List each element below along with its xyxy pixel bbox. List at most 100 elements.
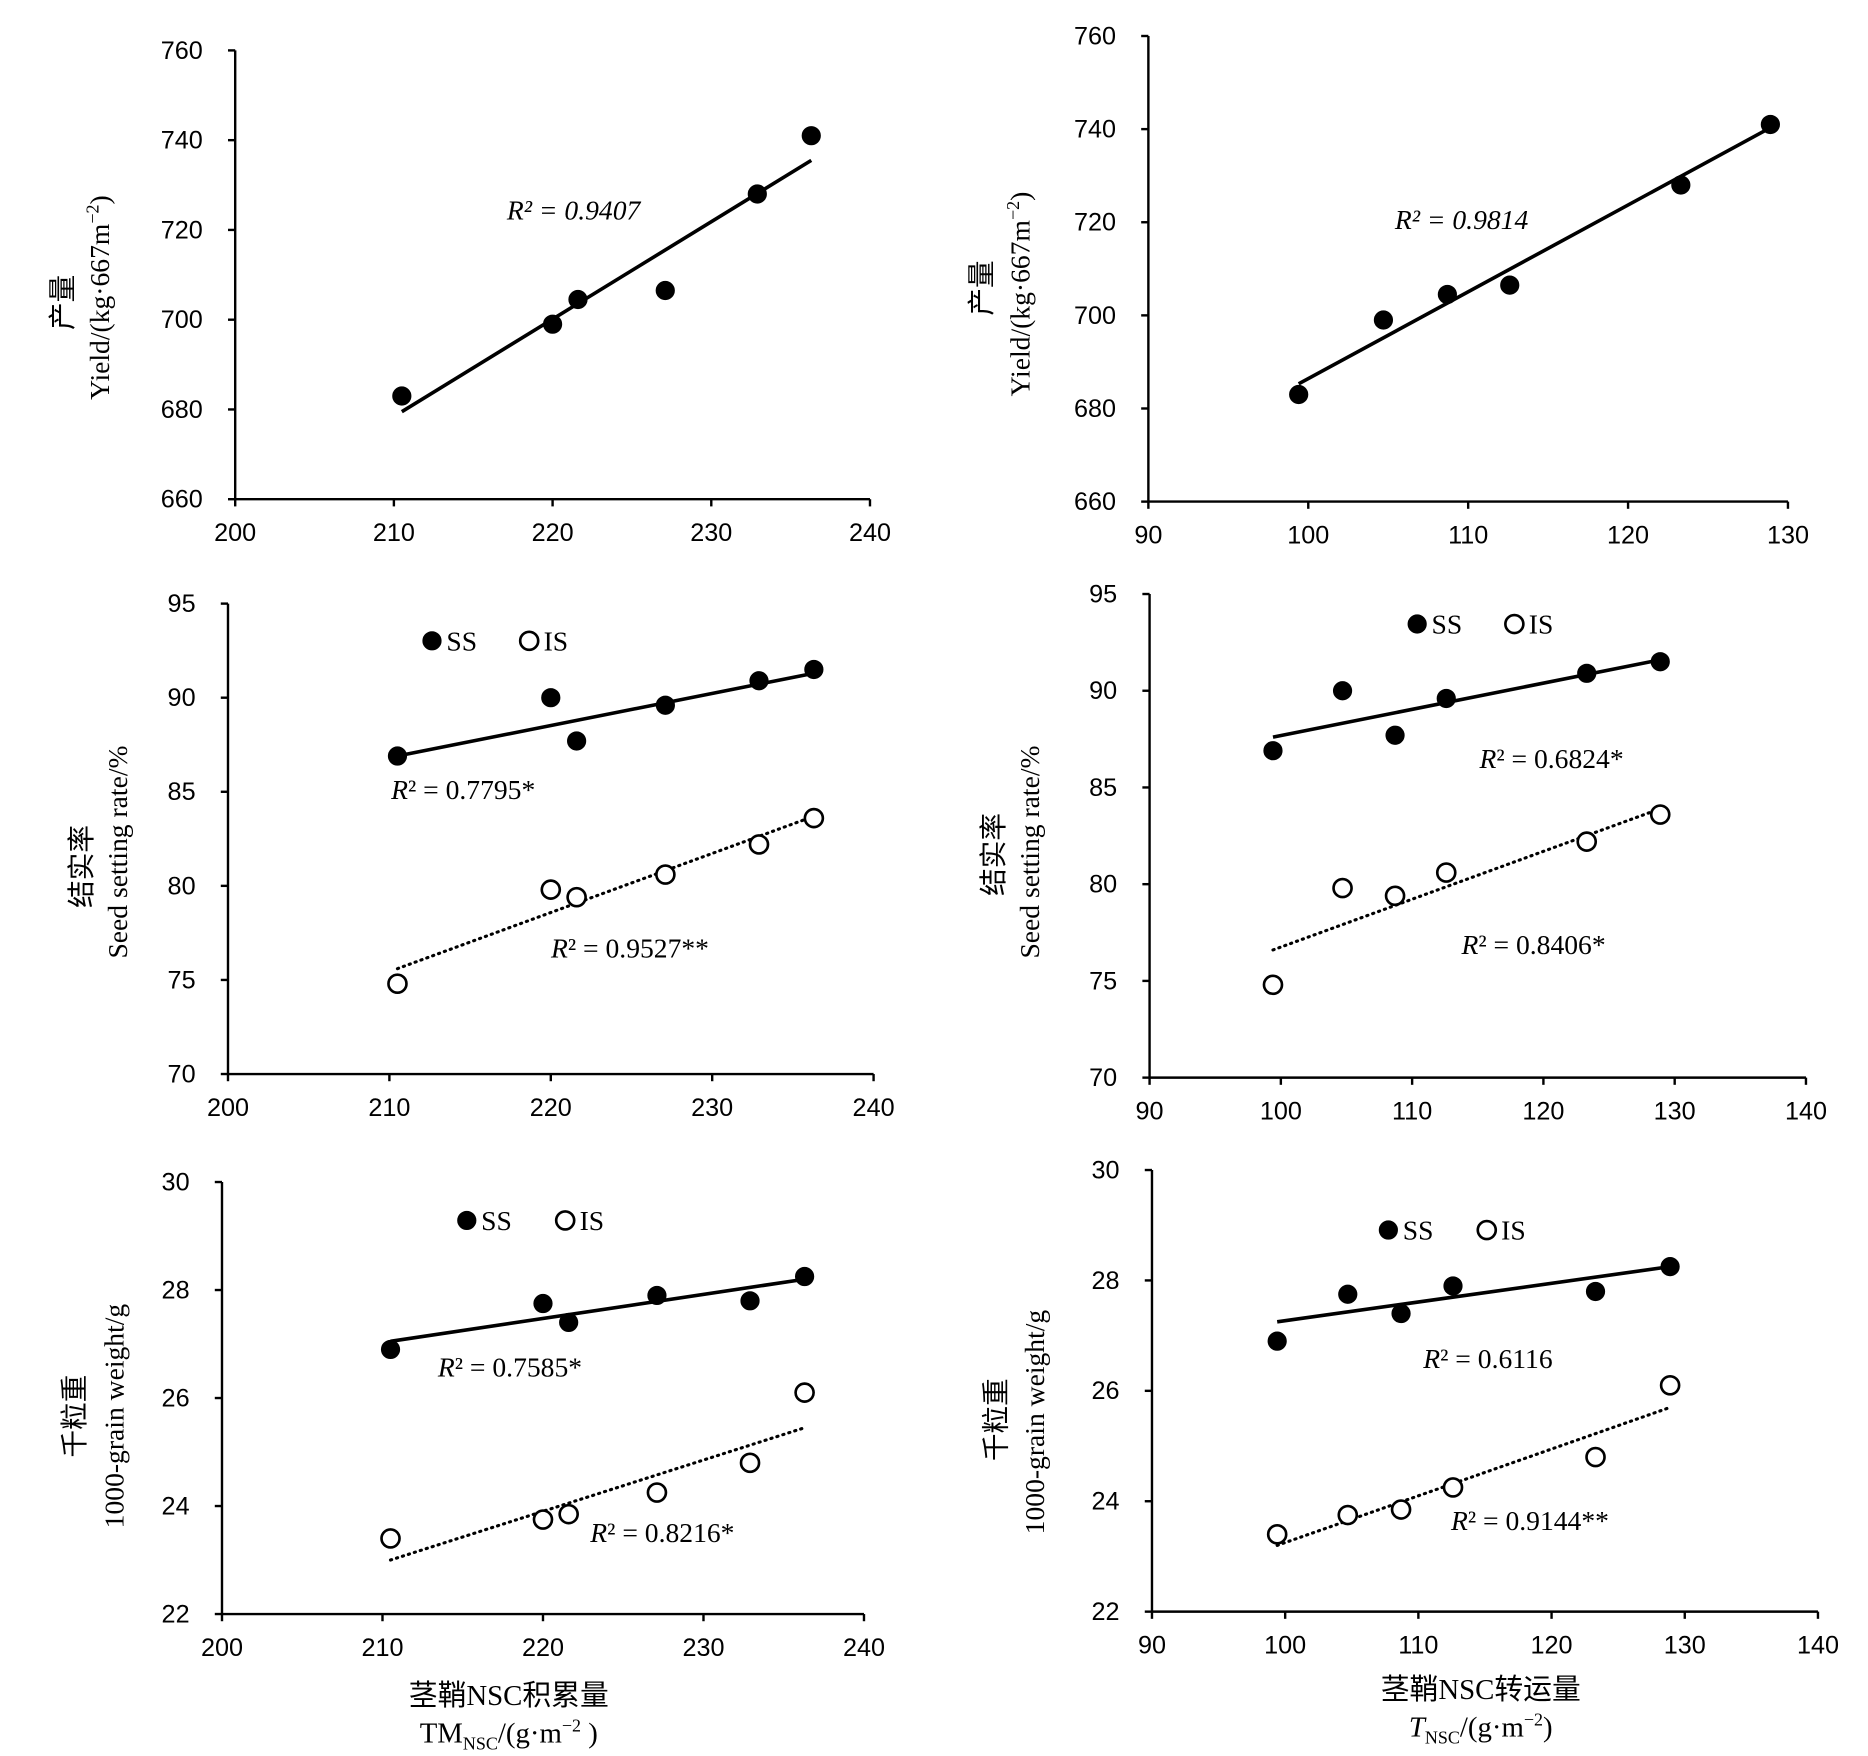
trendline-ss xyxy=(1276,1264,1671,1324)
data-point-is xyxy=(1337,1504,1359,1526)
data-point-ss xyxy=(1660,1257,1680,1277)
y-tick-label: 680 xyxy=(161,396,203,424)
x-axis-title-en: TMNSC/(g·m−2 ) xyxy=(420,1716,598,1754)
y-tick-label: 24 xyxy=(1092,1488,1120,1516)
data-point-is xyxy=(1649,804,1671,825)
y-tick-label: 22 xyxy=(1092,1598,1120,1626)
x-tick-label: 120 xyxy=(1531,1632,1573,1660)
r2-symbol: R xyxy=(1422,1343,1440,1374)
data-point-series xyxy=(655,280,675,301)
data-point-is xyxy=(1435,862,1457,883)
x-tick-label: 140 xyxy=(1785,1098,1827,1126)
data-point-is xyxy=(739,1452,761,1474)
x-tick-label: 230 xyxy=(690,519,732,547)
data-point-ss xyxy=(380,1339,401,1360)
data-point-ss xyxy=(1436,688,1456,709)
y-tick-label: 680 xyxy=(1074,395,1116,423)
data-point-is xyxy=(748,834,770,855)
x-tick-label: 240 xyxy=(853,1094,895,1122)
chart-4: 70 75 80 85 90 95 90 100 110 120 130 140 结实率 Seed set… xyxy=(978,580,1827,1125)
r2-label-is: R² = 0.9527** xyxy=(550,933,709,964)
y-axis-title-sup: −2 xyxy=(82,204,102,223)
x-tick-label: 220 xyxy=(522,1634,564,1662)
x-axis-title-cn: 茎鞘NSC转运量 xyxy=(1381,1674,1581,1706)
trendline-is xyxy=(1271,807,1662,952)
r2-value: ² = 0.6116 xyxy=(1440,1343,1552,1374)
chart-5: 22 24 26 28 30 200 210 220 230 240 千粒重 1000-grain w… xyxy=(59,1168,885,1753)
trendline-ss xyxy=(397,671,815,758)
x-tick-label: 120 xyxy=(1522,1098,1564,1126)
x-axis-title-cn: 茎鞘NSC积累量 xyxy=(409,1680,609,1712)
x-tick-label: 110 xyxy=(1448,522,1488,550)
r2-label-ss: R² = 0.6116 xyxy=(1422,1343,1552,1374)
x-tick-label: 220 xyxy=(532,519,574,547)
y-tick-label: 740 xyxy=(161,127,203,155)
r2-label-is: R² = 0.9144** xyxy=(1450,1505,1609,1536)
data-point-is xyxy=(1659,1374,1681,1396)
y-axis-title-main: Yield/(kg·667m xyxy=(84,223,115,400)
data-point-is xyxy=(1390,1499,1412,1520)
y-axis-title-cn: 千粒重 xyxy=(59,1375,90,1458)
data-point-is xyxy=(1266,1524,1288,1545)
y-tick-label: 26 xyxy=(162,1384,190,1412)
x-tick-label: 200 xyxy=(201,1634,243,1662)
r2-label-is: R² = 0.8406* xyxy=(1460,929,1605,960)
y-axis-title-cn: 结实率 xyxy=(66,825,97,908)
data-point-series xyxy=(1500,275,1520,295)
legend-label-ss: SS xyxy=(1403,1215,1434,1246)
y-tick-label: 760 xyxy=(1074,22,1116,50)
data-point-ss xyxy=(1267,1331,1287,1351)
data-point-ss xyxy=(567,731,587,751)
y-tick-label: 75 xyxy=(1089,967,1117,995)
x-tick-label: 200 xyxy=(214,519,256,547)
y-axis-title-main: Seed setting rate/% xyxy=(1014,746,1045,959)
r2-symbol: R xyxy=(589,1517,607,1548)
r2-symbol: R xyxy=(1460,929,1478,960)
y-axis-title-cn: 产量 xyxy=(966,260,997,315)
x-axis-title-sub: NSC xyxy=(1425,1728,1460,1748)
data-point-ss xyxy=(387,746,408,766)
data-point-ss xyxy=(1263,741,1283,761)
chart-1: 660 680 700 720 740 760 200 210 220 230 240 产量 Yield… xyxy=(47,37,891,547)
y-axis-title-main: Seed setting rate/% xyxy=(102,746,133,959)
data-point-is xyxy=(387,973,408,995)
y-tick-label: 720 xyxy=(161,216,203,244)
y-axis-title-en: 1000-grain weight/g xyxy=(1019,1310,1050,1535)
data-point-is xyxy=(566,886,587,908)
data-point-ss xyxy=(1391,1303,1411,1324)
x-tick-label: 210 xyxy=(368,1094,410,1122)
data-point-is xyxy=(655,864,676,885)
legend-label-is: IS xyxy=(1501,1215,1526,1246)
legend-marker-ss xyxy=(1407,614,1427,634)
r2-value: ² = 0.9527** xyxy=(568,933,709,964)
data-point-ss xyxy=(1338,1284,1358,1304)
legend-marker-is xyxy=(554,1210,576,1231)
y-tick-label: 660 xyxy=(1074,488,1116,516)
x-axis-title-en: TNSC/(g·m−2) xyxy=(1409,1710,1553,1748)
y-tick-label: 660 xyxy=(161,486,203,514)
x-axis-title-sub: NSC xyxy=(463,1734,498,1754)
data-point-ss xyxy=(1385,725,1405,745)
r2-value: ² = 0.9144** xyxy=(1468,1505,1609,1536)
data-point-ss xyxy=(559,1312,579,1333)
x-axis-title-symbol: TM xyxy=(420,1717,463,1749)
x-tick-label: 130 xyxy=(1654,1098,1696,1126)
r2-label-series: R² = 0.9814 xyxy=(1394,204,1529,235)
r2-symbol: R xyxy=(1450,1505,1468,1536)
data-point-ss xyxy=(804,659,824,680)
y-axis-title-cn: 结实率 xyxy=(978,813,1009,896)
x-tick-label: 210 xyxy=(373,519,415,547)
y-tick-label: 75 xyxy=(168,966,196,994)
chart-3: 70 75 80 85 90 95 200 210 220 230 240 结实率 Seed setti… xyxy=(66,590,894,1122)
r2-value: ² = 0.8216* xyxy=(607,1517,734,1548)
data-point-is xyxy=(380,1528,401,1549)
legend-label-is: IS xyxy=(580,1205,605,1236)
x-tick-label: 90 xyxy=(1138,1632,1166,1660)
y-tick-label: 90 xyxy=(168,684,196,712)
x-axis-title-unit: /(g·m xyxy=(1460,1711,1524,1743)
data-point-is xyxy=(532,1509,554,1530)
r2-symbol: R xyxy=(550,933,568,964)
y-tick-label: 85 xyxy=(1089,774,1117,802)
data-point-ss xyxy=(647,1285,667,1306)
y-axis-title-en: Yield/(kg·667m−2) xyxy=(82,195,115,400)
